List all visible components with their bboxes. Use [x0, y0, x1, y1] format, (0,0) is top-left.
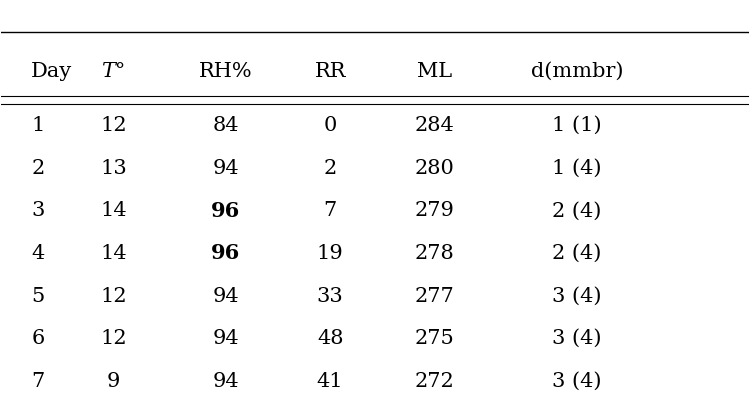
Text: 48: 48	[317, 329, 344, 348]
Text: 96: 96	[211, 201, 240, 221]
Text: ML: ML	[417, 62, 452, 81]
Text: 277: 277	[415, 286, 454, 306]
Text: 1: 1	[32, 116, 45, 135]
Text: 280: 280	[415, 159, 454, 178]
Text: 41: 41	[316, 372, 344, 391]
Text: 14: 14	[100, 244, 127, 263]
Text: RH%: RH%	[199, 62, 252, 81]
Text: 12: 12	[100, 329, 127, 348]
Text: 278: 278	[415, 244, 454, 263]
Text: 9: 9	[106, 372, 120, 391]
Text: 272: 272	[415, 372, 454, 391]
Text: 12: 12	[100, 286, 127, 306]
Text: RR: RR	[314, 62, 346, 81]
Text: 19: 19	[316, 244, 344, 263]
Text: Day: Day	[32, 62, 73, 81]
Text: 94: 94	[212, 159, 238, 178]
Text: 2 (4): 2 (4)	[552, 244, 602, 263]
Text: 1 (4): 1 (4)	[552, 159, 602, 178]
Text: 94: 94	[212, 329, 238, 348]
Text: 0: 0	[323, 116, 337, 135]
Text: 94: 94	[212, 372, 238, 391]
Text: 12: 12	[100, 116, 127, 135]
Text: 33: 33	[316, 286, 344, 306]
Text: 2: 2	[32, 159, 44, 178]
Text: 3: 3	[32, 201, 45, 220]
Text: 13: 13	[100, 159, 127, 178]
Text: 279: 279	[415, 201, 454, 220]
Text: 3 (4): 3 (4)	[552, 372, 602, 391]
Text: d(mmbr): d(mmbr)	[530, 62, 623, 81]
Text: 4: 4	[32, 244, 44, 263]
Text: 84: 84	[212, 116, 238, 135]
Text: 14: 14	[100, 201, 127, 220]
Text: 2: 2	[323, 159, 337, 178]
Text: 2 (4): 2 (4)	[552, 201, 602, 220]
Text: 94: 94	[212, 286, 238, 306]
Text: 5: 5	[32, 286, 44, 306]
Text: 275: 275	[415, 329, 454, 348]
Text: 3 (4): 3 (4)	[552, 286, 602, 306]
Text: 284: 284	[415, 116, 454, 135]
Text: 6: 6	[32, 329, 44, 348]
Text: 3 (4): 3 (4)	[552, 329, 602, 348]
Text: T°: T°	[101, 62, 126, 81]
Text: 1 (1): 1 (1)	[552, 116, 602, 135]
Text: 96: 96	[211, 243, 240, 264]
Text: 7: 7	[323, 201, 337, 220]
Text: 7: 7	[32, 372, 44, 391]
